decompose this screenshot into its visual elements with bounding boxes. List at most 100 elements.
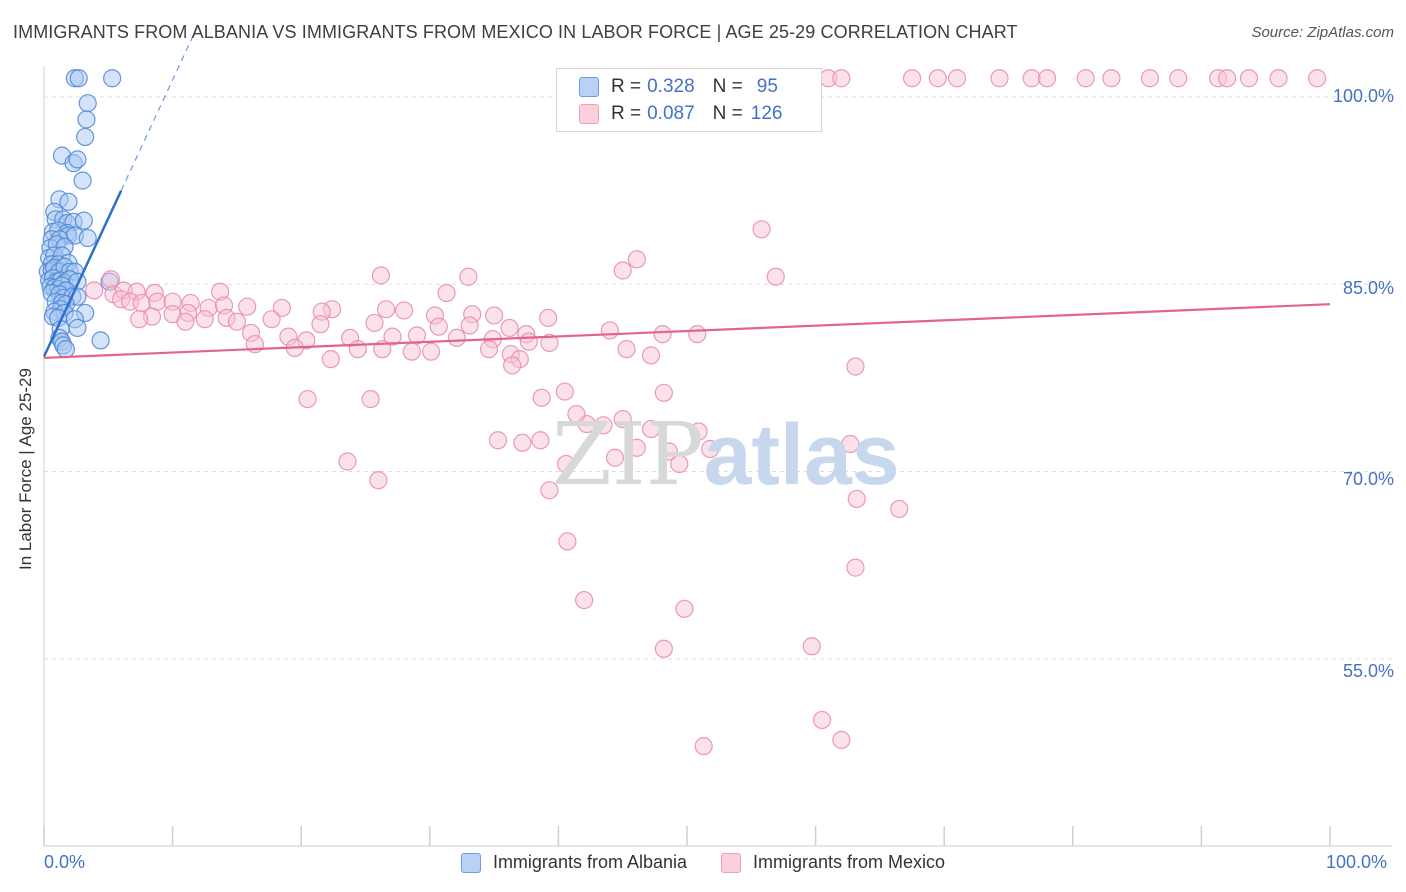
mexico-r-label: R = (611, 103, 642, 124)
mexico-point (752, 220, 771, 239)
watermark-atlas: atlas (703, 407, 900, 503)
albania-trend-line (42, 190, 123, 358)
legend-mexico-label: Immigrants from Mexico (753, 852, 946, 872)
mexico-point (654, 383, 673, 402)
mexico-point (383, 327, 402, 346)
albania-series (38, 69, 122, 359)
mexico-point (321, 350, 340, 369)
mexico-point (613, 409, 632, 429)
mexico-point (429, 317, 448, 336)
albania-n-label: N = (712, 76, 743, 97)
mexico-point (802, 637, 821, 656)
mexico-point (298, 389, 317, 409)
legend-row-mexico: R = 0.087 N = 126 (579, 102, 782, 126)
series-legend: Immigrants from Albania Immigrants from … (0, 852, 1406, 873)
trend-lines (42, 24, 1331, 359)
mexico-point (701, 439, 720, 459)
stats-legend: R = 0.328 N = 95 R = 0.087 N = 126 (556, 68, 822, 132)
mexico-point (460, 316, 479, 335)
mexico-point (694, 737, 713, 756)
mexico-point (130, 310, 149, 329)
albania-point (77, 110, 96, 129)
mexico-point (1102, 69, 1121, 88)
mexico-point (459, 267, 478, 286)
mexico-point (227, 312, 246, 331)
mexico-point (617, 340, 636, 359)
mexico-point (832, 69, 851, 88)
mexico-point (555, 382, 574, 401)
albania-point (76, 127, 95, 147)
mexico-point (540, 481, 559, 500)
mexico-r-value: 0.087 (647, 103, 695, 124)
mexico-point (485, 306, 504, 325)
legend-item-albania: Immigrants from Albania (460, 852, 688, 873)
mexico-point (1076, 69, 1095, 88)
x-tick-label-100: 100.0% (1326, 852, 1388, 872)
mexico-point (262, 310, 281, 329)
albania-point (69, 69, 88, 88)
mexico-point (500, 318, 519, 338)
mexico-n-value: 126 (750, 103, 783, 124)
mexico-point (311, 315, 330, 334)
mexico-point (1037, 69, 1057, 88)
mexico-point (613, 261, 632, 280)
mexico-point (85, 281, 104, 300)
mexico-point (627, 438, 646, 457)
mexico-point (195, 310, 214, 329)
legend-albania-swatch (460, 852, 481, 873)
mexico-point (479, 340, 499, 359)
mexico-point (513, 433, 532, 452)
mexico-point (902, 69, 922, 88)
albania-point (59, 192, 78, 211)
albania-n-value: 95 (756, 76, 778, 97)
mexico-point (1269, 69, 1288, 88)
albania-swatch (579, 77, 599, 97)
legend-albania-label: Immigrants from Albania (492, 852, 688, 872)
albania-r-value: 0.328 (647, 76, 695, 97)
mexico-point (567, 404, 586, 424)
albania-point (74, 211, 93, 230)
zipatlas-watermark: ZIPatlas (552, 405, 900, 505)
mexico-point (348, 340, 367, 359)
mexico-point (540, 333, 559, 352)
mexico-trend-line (43, 303, 1331, 359)
legend-row-albania: R = 0.328 N = 95 (579, 75, 778, 99)
albania-point (78, 228, 97, 248)
mexico-point (558, 532, 577, 551)
legend-item-mexico: Immigrants from Mexico (721, 852, 945, 873)
mexico-point (238, 297, 257, 316)
mexico-point (1308, 69, 1327, 88)
mexico-point (1140, 69, 1160, 88)
mexico-point (654, 639, 673, 658)
mexico-n-label: N = (712, 103, 743, 124)
mexico-point (176, 312, 195, 331)
albania-trend-extension (120, 24, 199, 191)
mexico-point (532, 388, 551, 407)
mexico-point (990, 69, 1009, 88)
mexico-point (557, 454, 576, 474)
mexico-point (605, 448, 625, 467)
mexico-point (272, 298, 292, 318)
mexico-point (594, 416, 613, 435)
mexico-point (421, 342, 441, 361)
mexico-point (437, 283, 456, 303)
mexico-point (659, 442, 679, 461)
mexico-point (653, 325, 672, 344)
source-credit: Source: ZipAtlas.com (1251, 24, 1394, 41)
mexico-point (600, 321, 619, 340)
mexico-point (369, 471, 388, 490)
gridlines (44, 96, 1392, 660)
mexico-point (675, 599, 694, 618)
mexico-point (641, 419, 661, 439)
mexico-point (488, 431, 508, 450)
mexico-point (846, 357, 865, 376)
mexico-point (361, 389, 380, 409)
mexico-point (1169, 69, 1188, 88)
y-tick-label-55: 55.0% (1342, 661, 1394, 681)
albania-point (68, 318, 87, 338)
mexico-point (503, 356, 522, 375)
legend-mexico-swatch (721, 852, 742, 873)
y-tick-label-70: 70.0% (1342, 469, 1394, 489)
albania-point (56, 340, 75, 359)
